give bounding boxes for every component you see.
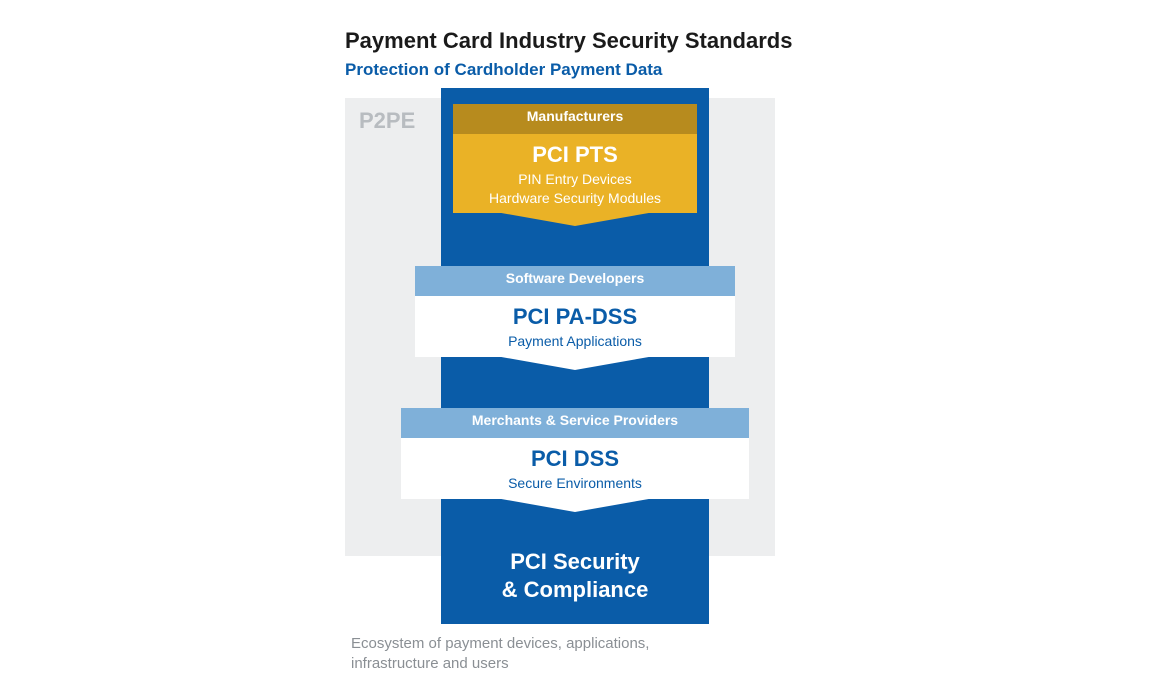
p2pe-label: P2PE bbox=[359, 108, 415, 134]
card-dss: Merchants & Service ProvidersPCI DSSSecu… bbox=[401, 408, 749, 499]
card-body-dss: PCI DSSSecure Environments bbox=[401, 438, 749, 499]
card-desc-pts: PIN Entry DevicesHardware Security Modul… bbox=[461, 170, 689, 212]
footer-text: Ecosystem of payment devices, applicatio… bbox=[351, 634, 649, 675]
chevron-down-icon bbox=[401, 499, 749, 512]
chevron-down-icon bbox=[453, 213, 697, 226]
diagram-area: P2PE ManufacturersPCI PTSPIN Entry Devic… bbox=[345, 98, 805, 658]
card-title-dss: PCI DSS bbox=[409, 446, 741, 472]
card-desc-dss: Secure Environments bbox=[409, 474, 741, 498]
card-pts: ManufacturersPCI PTSPIN Entry DevicesHar… bbox=[453, 104, 697, 213]
diagram-container: Payment Card Industry Security Standards… bbox=[345, 28, 805, 658]
card-padss: Software DevelopersPCI PA-DSSPayment App… bbox=[415, 266, 735, 357]
bottom-line2: & Compliance bbox=[502, 577, 649, 602]
card-header-dss: Merchants & Service Providers bbox=[401, 408, 749, 438]
card-title-pts: PCI PTS bbox=[461, 142, 689, 168]
card-header-padss: Software Developers bbox=[415, 266, 735, 296]
chevron-down-icon bbox=[415, 357, 735, 370]
bottom-heading: PCI Security & Compliance bbox=[463, 548, 687, 603]
card-title-padss: PCI PA-DSS bbox=[423, 304, 727, 330]
subtitle: Protection of Cardholder Payment Data bbox=[345, 60, 805, 80]
bottom-line1: PCI Security bbox=[510, 549, 640, 574]
card-desc-padss: Payment Applications bbox=[423, 332, 727, 356]
footer-line2: infrastructure and users bbox=[351, 655, 509, 672]
card-body-padss: PCI PA-DSSPayment Applications bbox=[415, 296, 735, 357]
card-header-pts: Manufacturers bbox=[453, 104, 697, 134]
main-title: Payment Card Industry Security Standards bbox=[345, 28, 805, 54]
card-body-pts: PCI PTSPIN Entry DevicesHardware Securit… bbox=[453, 134, 697, 213]
footer-line1: Ecosystem of payment devices, applicatio… bbox=[351, 635, 649, 652]
